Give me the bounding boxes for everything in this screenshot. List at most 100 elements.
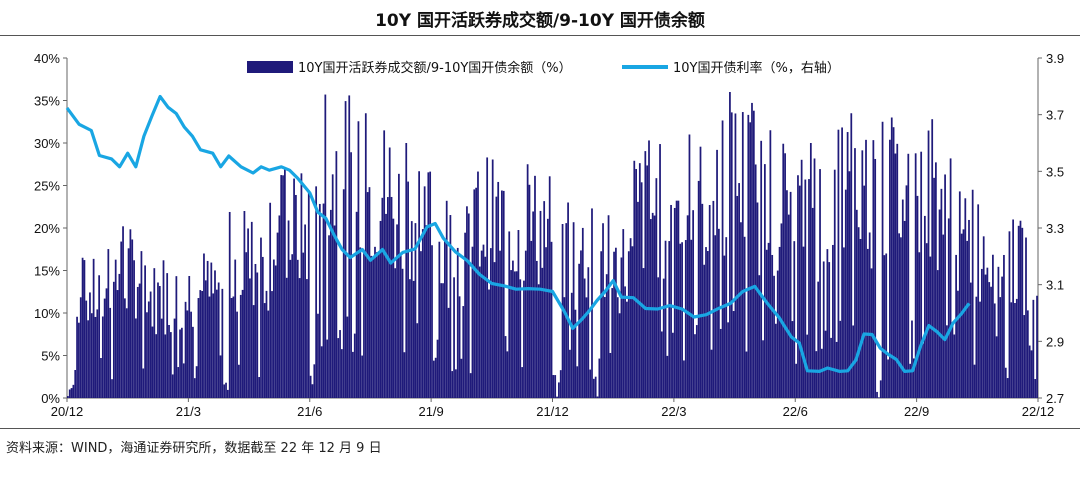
bar	[565, 223, 568, 398]
bar	[931, 119, 934, 398]
bar	[269, 202, 272, 398]
bar	[942, 234, 945, 398]
bar	[212, 293, 215, 398]
bar	[112, 281, 115, 398]
y-left-tick-label: 30%	[34, 136, 60, 151]
bar	[791, 321, 794, 398]
bar	[844, 189, 847, 398]
bar	[918, 252, 921, 398]
bar	[260, 237, 262, 398]
bar	[1010, 302, 1013, 398]
bar	[876, 391, 878, 398]
bar	[127, 248, 130, 398]
x-tick-label: 21/9	[418, 404, 443, 419]
bar	[337, 338, 340, 398]
source-note: 资料来源：WIND，海通证券研究所，数据截至 22 年 12 月 9 日	[6, 441, 382, 456]
bar	[467, 213, 470, 398]
bar	[204, 280, 207, 398]
bar	[683, 360, 685, 398]
bar	[333, 225, 336, 398]
bar	[504, 336, 507, 398]
bar	[329, 209, 332, 398]
bar	[348, 95, 351, 399]
bar	[412, 280, 415, 398]
bar	[480, 250, 483, 398]
bar	[964, 198, 967, 398]
bar	[951, 325, 954, 398]
bar	[751, 102, 753, 398]
bar	[661, 331, 663, 398]
bar	[578, 263, 580, 398]
bar	[760, 140, 763, 398]
bar	[980, 268, 983, 398]
bar	[523, 280, 525, 398]
bar	[392, 218, 395, 398]
bar	[927, 130, 930, 398]
bar	[1021, 227, 1024, 398]
bar	[521, 367, 523, 398]
bar	[741, 112, 744, 398]
bar	[456, 247, 459, 398]
bar	[988, 282, 991, 398]
bar	[475, 187, 478, 398]
bar	[975, 296, 978, 398]
bar	[710, 349, 713, 398]
bar	[149, 291, 152, 398]
bar	[535, 260, 538, 398]
bar	[740, 222, 742, 398]
x-tick-label: 22/9	[904, 404, 929, 419]
bar	[418, 171, 420, 398]
bar	[732, 311, 735, 398]
bar	[482, 244, 485, 398]
bar	[169, 332, 172, 398]
bar	[315, 186, 318, 398]
bar	[605, 274, 608, 398]
bar	[416, 323, 419, 398]
bar	[153, 268, 156, 398]
bar	[879, 380, 882, 398]
bar	[953, 334, 956, 398]
bar	[199, 290, 202, 398]
bar	[107, 249, 110, 398]
bar	[797, 175, 799, 398]
bar	[786, 190, 788, 398]
bar	[363, 250, 365, 398]
bar	[719, 328, 722, 398]
bar	[361, 355, 363, 398]
bar	[271, 291, 273, 398]
bar	[458, 296, 461, 398]
bar	[820, 348, 823, 398]
bar	[839, 320, 842, 398]
bar	[738, 183, 740, 398]
bar	[714, 235, 717, 398]
bar	[543, 201, 546, 398]
bar	[789, 191, 792, 398]
bar	[653, 215, 656, 398]
bar	[225, 382, 227, 398]
bar	[966, 240, 969, 398]
bar	[434, 357, 437, 398]
footer-divider	[0, 428, 1080, 429]
bar	[947, 218, 950, 398]
bar	[559, 370, 562, 398]
bar	[513, 271, 516, 398]
bar	[872, 140, 875, 398]
bar	[912, 358, 915, 398]
bar	[819, 169, 821, 398]
bar	[512, 260, 514, 398]
bar	[574, 309, 577, 398]
bar	[210, 262, 213, 398]
bar	[541, 267, 544, 398]
bar	[289, 259, 292, 398]
bar	[136, 286, 139, 398]
bar	[995, 336, 998, 398]
bar	[620, 257, 623, 398]
bar	[226, 389, 229, 398]
y-right-tick-label: 3.3	[1046, 221, 1064, 236]
bar	[192, 326, 194, 398]
bar	[436, 339, 439, 398]
bar	[723, 255, 726, 398]
bar	[182, 363, 185, 398]
bar	[125, 308, 128, 398]
bar	[1019, 220, 1022, 398]
